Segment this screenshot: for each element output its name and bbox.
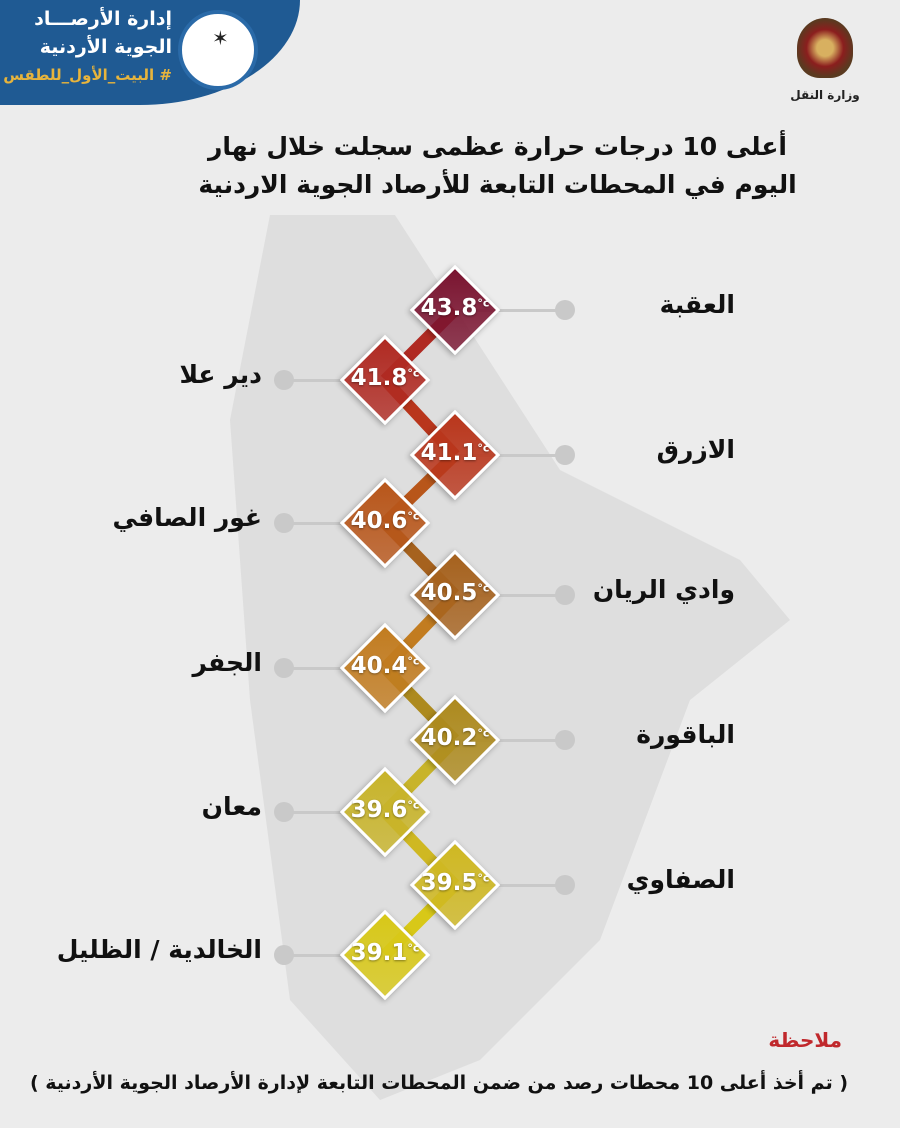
- temperature-value: 39.6°c: [350, 797, 420, 823]
- temperature-value: 39.1°c: [350, 940, 420, 966]
- leader-line: [284, 954, 385, 957]
- temperature-value: 40.6°c: [350, 508, 420, 534]
- leader-dot: [274, 658, 294, 678]
- leader-dot: [555, 445, 575, 465]
- crest-icon: [797, 18, 853, 78]
- met-department-logo: [178, 10, 258, 90]
- ministry-crest: وزارة النقل: [790, 18, 860, 118]
- station-name: وادي الريان: [592, 575, 735, 604]
- station-name: الباقورة: [636, 720, 735, 749]
- leader-line: [284, 811, 385, 814]
- leader-line: [455, 309, 565, 312]
- leader-dot: [555, 300, 575, 320]
- note-text: ( تم أخذ أعلى 10 محطات رصد من ضمن المحطا…: [29, 1072, 848, 1094]
- leader-dot: [274, 945, 294, 965]
- leader-dot: [274, 513, 294, 533]
- temperature-value: 40.4°c: [350, 653, 420, 679]
- leader-dot: [555, 875, 575, 895]
- ministry-name: وزارة النقل: [790, 88, 860, 102]
- station-name: معان: [201, 792, 262, 821]
- leader-dot: [274, 802, 294, 822]
- temperature-value: 43.8°c: [420, 295, 490, 321]
- station-name: الازرق: [656, 435, 735, 464]
- org-name-line2: الجوية الأردنية: [39, 36, 172, 58]
- station-name: الجفر: [192, 648, 262, 677]
- hashtag: # البيت_الأول_للطقس: [3, 66, 172, 84]
- leader-dot: [274, 370, 294, 390]
- leader-line: [284, 379, 385, 382]
- note-heading: ملاحظة: [768, 1028, 842, 1052]
- station-name: الصفاوي: [626, 865, 735, 894]
- leader-line: [284, 522, 385, 525]
- station-name: غور الصافي: [112, 503, 263, 532]
- title-line2: اليوم في المحطات التابعة للأرصاد الجوية …: [198, 170, 797, 199]
- leader-line: [455, 594, 565, 597]
- temperature-value: 39.5°c: [420, 870, 490, 896]
- station-name: دير علا: [179, 360, 262, 389]
- temperature-value: 41.1°c: [420, 440, 490, 466]
- temperature-value: 40.2°c: [420, 725, 490, 751]
- leader-line: [455, 454, 565, 457]
- station-name: العقبة: [659, 290, 735, 319]
- leader-dot: [555, 730, 575, 750]
- org-name-line1: إدارة الأرصـــاد: [34, 8, 172, 30]
- temperature-value: 40.5°c: [420, 580, 490, 606]
- leader-dot: [555, 585, 575, 605]
- leader-line: [455, 884, 565, 887]
- title-line1: أعلى 10 درجات حرارة عظمى سجلت خلال نهار: [207, 132, 788, 161]
- leader-line: [455, 739, 565, 742]
- leader-line: [284, 667, 385, 670]
- temperature-value: 41.8°c: [350, 365, 420, 391]
- station-name: الخالدية / الظليل: [56, 935, 262, 964]
- page-title: أعلى 10 درجات حرارة عظمى سجلت خلال نهار …: [0, 128, 900, 204]
